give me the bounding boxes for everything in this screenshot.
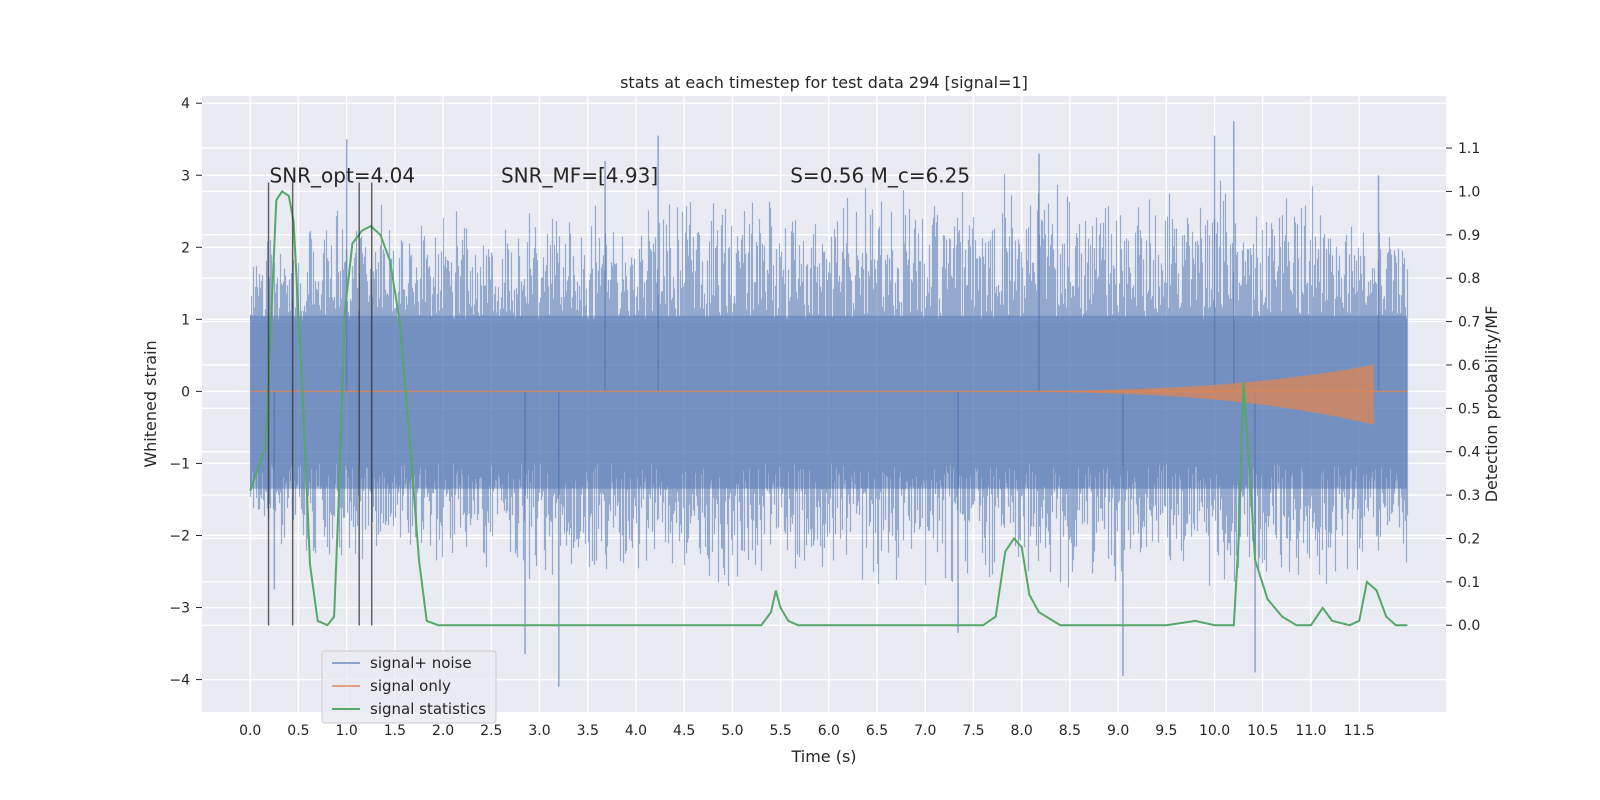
legend-label-signal: signal only <box>370 677 451 695</box>
x-tick-label: 10.5 <box>1247 723 1278 739</box>
x-tick-label: 3.0 <box>528 723 550 739</box>
x-tick-labels: 0.0 0.5 1.0 1.5 2.0 2.5 3.0 3.5 4.0 4.5 5.0 5.5 6.0 6… <box>239 723 1375 739</box>
y-tick-label: −3 <box>169 601 190 617</box>
y-tick-labels: −4 −3 −2 −1 0 1 2 3 4 <box>169 96 202 689</box>
x-tick-label: 3.5 <box>577 723 599 739</box>
y-tick-label: 4 <box>181 96 190 112</box>
annotations: SNR_opt=4.04 SNR_MF=[4.93] S=0.56 M_c=6.… <box>270 163 971 187</box>
y-tick-label: −1 <box>169 456 190 472</box>
y-tick-label: −4 <box>169 673 190 689</box>
y2-tick-label: 0.4 <box>1458 445 1480 461</box>
y2-tick-label: 0.1 <box>1458 575 1480 591</box>
x-tick-label: 9.5 <box>1155 723 1177 739</box>
x-axis-label: Time (s) <box>790 747 856 766</box>
x-tick-label: 10.0 <box>1199 723 1230 739</box>
x-tick-label: 0.0 <box>239 723 261 739</box>
x-tick-label: 1.0 <box>336 723 358 739</box>
x-tick-label: 5.0 <box>721 723 743 739</box>
noise-trace <box>249 174 1409 588</box>
x-tick-label: 7.0 <box>914 723 936 739</box>
y2-tick-label: 0.0 <box>1458 618 1480 634</box>
x-tick-label: 9.0 <box>1107 723 1129 739</box>
y2-tick-label: 0.5 <box>1458 401 1480 417</box>
signal-chirp <box>925 364 1374 425</box>
y-axis-label: Whitened strain <box>141 340 160 467</box>
legend: signal+ noise signal only signal statist… <box>321 650 497 724</box>
x-tick-label: 2.0 <box>432 723 454 739</box>
x-tick-label: 8.0 <box>1011 723 1033 739</box>
x-tick-label: 11.5 <box>1344 723 1375 739</box>
y2-tick-labels: 0.0 0.1 0.2 0.3 0.4 0.5 0.6 0.7 0.8 0.9 1.0 1.1 <box>1446 141 1480 634</box>
legend-label-noise: signal+ noise <box>370 654 472 672</box>
x-tick-label: 2.5 <box>480 723 502 739</box>
x-tick-label: 6.5 <box>866 723 888 739</box>
x-tick-label: 8.5 <box>1059 723 1081 739</box>
x-tick-label: 5.5 <box>769 723 791 739</box>
signal-statistics-line <box>249 190 1408 627</box>
x-tick-label: 4.5 <box>673 723 695 739</box>
y2-tick-label: 0.8 <box>1458 271 1480 287</box>
annotation-snr-mf: SNR_MF=[4.93] <box>501 163 658 187</box>
y-tick-label: 3 <box>181 168 190 184</box>
legend-box <box>321 650 497 724</box>
chart-title: stats at each timestep for test data 294… <box>620 73 1028 92</box>
y2-tick-label: 0.6 <box>1458 358 1480 374</box>
x-tick-label: 0.5 <box>287 723 309 739</box>
x-tick-label: 11.0 <box>1295 723 1326 739</box>
y-tick-label: 2 <box>181 240 190 256</box>
y-tick-label: −2 <box>169 528 190 544</box>
y2-tick-label: 1.0 <box>1458 184 1480 200</box>
noise-series <box>249 121 1409 687</box>
y2-axis-label: Detection probability/MF <box>1482 306 1501 503</box>
x-tick-label: 1.5 <box>384 723 406 739</box>
x-tick-label: 7.5 <box>962 723 984 739</box>
signal-statistics-series <box>249 190 1408 627</box>
annotation-snr-opt: SNR_opt=4.04 <box>270 163 416 187</box>
y-tick-label: 0 <box>181 384 190 400</box>
annotation-s-mc: S=0.56 M_c=6.25 <box>790 163 970 187</box>
signal-only-series <box>250 364 1408 425</box>
x-tick-label: 6.0 <box>818 723 840 739</box>
y2-tick-label: 0.3 <box>1458 488 1480 504</box>
y2-tick-label: 0.2 <box>1458 531 1480 547</box>
y2-tick-label: 0.9 <box>1458 228 1480 244</box>
y-tick-label: 1 <box>181 312 190 328</box>
x-tick-label: 4.0 <box>625 723 647 739</box>
legend-label-stats: signal statistics <box>370 700 486 718</box>
vertical-markers <box>267 182 373 626</box>
y2-tick-label: 1.1 <box>1458 141 1480 157</box>
y2-tick-label: 0.7 <box>1458 315 1480 331</box>
